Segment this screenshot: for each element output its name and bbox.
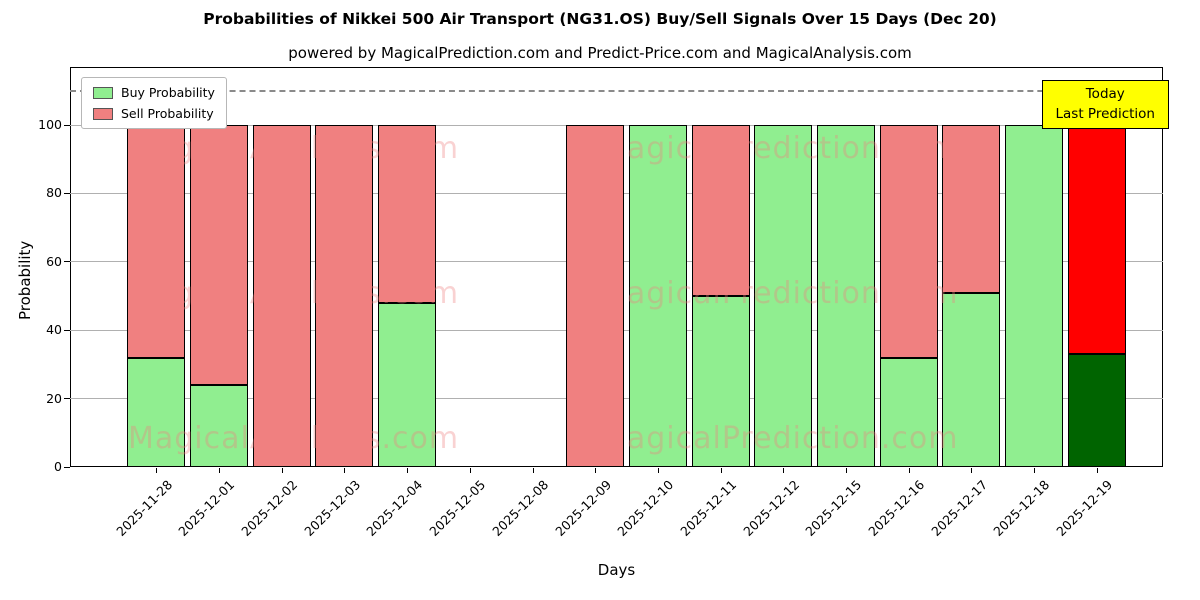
buy-bar-segment [190,384,248,467]
buy-bar-segment [378,302,437,467]
sell-bar-segment [190,125,248,385]
y-tick-mark [64,466,70,468]
sell-bar-segment [566,125,625,467]
buy-bar-segment [816,125,875,467]
buy-bar-segment [1067,354,1126,467]
y-tick-label: 80 [46,185,62,201]
x-tick-mark [595,468,597,473]
chart-subtitle: powered by MagicalPrediction.com and Pre… [288,44,912,62]
sell-bar-segment [691,125,750,296]
legend-label-buy: Buy Probability [121,85,215,100]
y-tick-label: 0 [54,459,62,474]
x-tick-mark [720,468,722,473]
buy-bar-segment [628,125,687,467]
buy-bar-segment [942,292,1001,467]
x-tick-label: 2025-12-17 [927,477,990,539]
x-tick-mark [469,468,471,473]
y-tick-label: 100 [38,117,62,133]
sell-color-swatch [93,107,113,120]
x-tick-label: 2025-12-09 [551,477,614,539]
today-box: Today Last Prediction [1041,80,1169,129]
x-tick-mark [971,468,973,473]
x-tick-label: 2025-12-08 [489,477,552,539]
buy-bar-segment [127,357,186,467]
x-tick-mark [908,468,910,473]
x-tick-label: 2025-12-10 [614,477,677,539]
y-tick-label: 60 [46,253,62,269]
x-tick-label: 2025-12-11 [677,477,740,539]
today-box-line2: Last Prediction [1055,106,1155,123]
y-tick-mark [64,329,70,331]
legend: Buy Probability Sell Probability [81,77,227,129]
x-tick-label: 2025-12-15 [802,477,865,539]
x-tick-mark [845,468,847,473]
y-tick-mark [64,124,70,126]
x-tick-label: 2025-12-03 [301,477,364,539]
sell-bar-segment [942,125,1001,293]
sell-bar-segment [315,125,374,467]
x-tick-mark [1096,468,1098,473]
x-tick-label: 2025-12-05 [426,477,489,539]
x-tick-mark [156,468,158,473]
sell-bar-segment [252,125,311,467]
x-tick-mark [281,468,283,473]
legend-item-buy: Buy Probability [93,85,215,100]
x-tick-mark [657,468,659,473]
threshold-dashed-line [70,89,1163,92]
x-tick-mark [407,468,409,473]
x-tick-label: 2025-12-01 [175,477,238,539]
sell-bar-segment [378,125,437,303]
buy-bar-segment [691,296,750,467]
chart-title: Probabilities of Nikkei 500 Air Transpor… [203,10,997,28]
x-tick-label: 2025-12-16 [865,477,928,539]
y-axis-label: Probability [16,240,34,320]
y-tick-mark [64,261,70,263]
x-axis-label: Days [597,561,636,579]
x-tick-label: 2025-11-28 [112,477,175,539]
legend-item-sell: Sell Probability [93,106,215,121]
y-tick-label: 40 [46,322,62,338]
x-tick-label: 2025-12-04 [363,477,426,539]
buy-bar-segment [754,125,813,467]
sell-bar-segment [1067,125,1126,355]
x-tick-label: 2025-12-12 [739,477,802,539]
x-tick-mark [783,468,785,473]
buy-bar-segment [1005,125,1063,467]
y-tick-label: 20 [46,390,62,406]
sell-bar-segment [879,125,938,358]
x-tick-label: 2025-12-19 [1053,477,1116,539]
sell-bar-segment [127,125,186,358]
x-tick-mark [344,468,346,473]
y-tick-mark [64,398,70,400]
today-box-line1: Today [1085,86,1125,102]
y-tick-mark [64,192,70,194]
x-tick-mark [532,468,534,473]
x-tick-mark [1034,468,1035,473]
x-tick-label: 2025-12-02 [238,477,301,539]
legend-label-sell: Sell Probability [121,106,214,121]
x-tick-label: 2025-12-18 [990,477,1053,539]
x-tick-mark [219,468,220,473]
buy-bar-segment [879,357,938,467]
buy-color-swatch [93,86,113,99]
